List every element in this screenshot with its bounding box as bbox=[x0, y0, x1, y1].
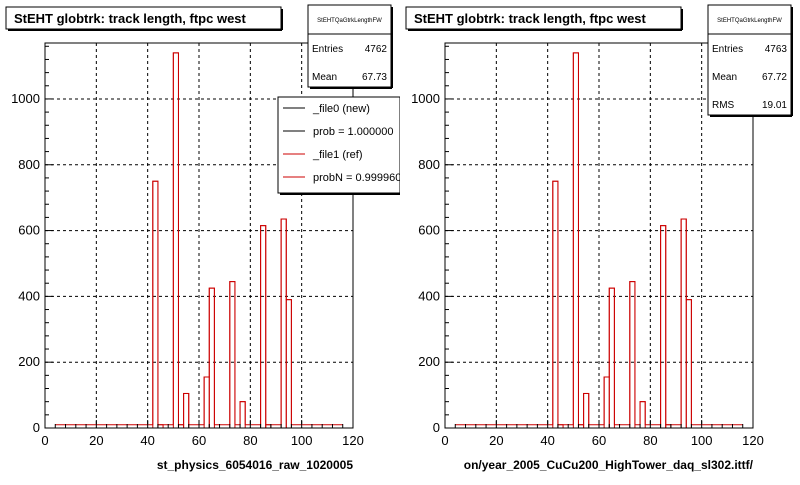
x-tick-label: 120 bbox=[342, 433, 364, 448]
legend-entry-label: _file0 (new) bbox=[312, 103, 370, 115]
stats-row-label: Entries bbox=[712, 44, 743, 55]
x-tick-label: 20 bbox=[489, 433, 503, 448]
y-tick-label: 800 bbox=[418, 157, 440, 172]
x-tick-label: 120 bbox=[742, 433, 764, 448]
stats-box: StEHTQaGtrkLengthFW Entries 4762 Mean 67.73 bbox=[307, 4, 393, 89]
legend-entry-label: probN = 0.999960 bbox=[313, 172, 400, 184]
legend-entry-label: prob = 1.000000 bbox=[313, 126, 393, 138]
stats-row-label: Mean bbox=[712, 72, 737, 83]
stats-row-value: 4763 bbox=[765, 44, 788, 55]
stats-box-name: StEHTQaGtrkLengthFW bbox=[317, 18, 382, 24]
x-tick-label: 20 bbox=[89, 433, 103, 448]
x-tick-label: 100 bbox=[691, 433, 713, 448]
x-tick-label: 0 bbox=[441, 433, 448, 448]
stats-row-value: 67.73 bbox=[362, 72, 387, 83]
stats-row-label: Entries bbox=[312, 44, 343, 55]
y-tick-label: 1000 bbox=[11, 91, 40, 106]
x-tick-label: 100 bbox=[291, 433, 313, 448]
title-box: StEHT globtrk: track length, ftpc west bbox=[5, 6, 283, 31]
right-histogram-chart: 0 20 40 60 80 100 120 0 200 400 600 800 1000 on/year_… bbox=[405, 4, 793, 472]
y-tick-label: 200 bbox=[418, 354, 440, 369]
x-tick-label: 0 bbox=[41, 433, 48, 448]
chart-title: StEHT globtrk: track length, ftpc west bbox=[414, 11, 647, 26]
x-tick-label: 80 bbox=[243, 433, 257, 448]
y-tick-label: 600 bbox=[18, 223, 40, 238]
y-tick-label: 200 bbox=[18, 354, 40, 369]
stats-row-value: 67.72 bbox=[762, 72, 787, 83]
y-tick-label: 400 bbox=[418, 288, 440, 303]
y-tick-label: 400 bbox=[18, 288, 40, 303]
x-axis-label: st_physics_6054016_raw_1020005 bbox=[157, 458, 353, 472]
legend-box: _file0 (new) prob = 1.000000 _file1 (ref) p… bbox=[277, 96, 401, 195]
y-tick-label: 0 bbox=[433, 420, 440, 435]
right-histogram-pad: 0 20 40 60 80 100 120 0 200 400 600 800 1000 on/year_… bbox=[400, 0, 800, 480]
x-axis-label: on/year_2005_CuCu200_HighTower_daq_sl302… bbox=[464, 458, 754, 472]
chart-title: StEHT globtrk: track length, ftpc west bbox=[14, 11, 247, 26]
y-tick-label: 600 bbox=[418, 223, 440, 238]
stats-row-value: 19.01 bbox=[762, 100, 787, 111]
x-tick-label: 40 bbox=[540, 433, 554, 448]
title-box: StEHT globtrk: track length, ftpc west bbox=[405, 6, 683, 31]
left-histogram-chart: 0 20 40 60 80 100 120 0 200 400 600 800 1000 st_physi… bbox=[5, 4, 401, 472]
x-tick-label: 60 bbox=[192, 433, 206, 448]
stats-box-name: StEHTQaGtrkLengthFW bbox=[717, 18, 782, 24]
y-tick-label: 1000 bbox=[411, 91, 440, 106]
left-histogram-pad: 0 20 40 60 80 100 120 0 200 400 600 800 1000 st_physi… bbox=[0, 0, 401, 480]
legend-entry-label: _file1 (ref) bbox=[312, 149, 363, 161]
stats-row-label: Mean bbox=[312, 72, 337, 83]
x-tick-label: 80 bbox=[643, 433, 657, 448]
stats-box: StEHTQaGtrkLengthFW Entries 4763 Mean 67.72 R… bbox=[707, 4, 793, 117]
x-tick-label: 40 bbox=[140, 433, 154, 448]
y-tick-label: 0 bbox=[33, 420, 40, 435]
x-tick-label: 60 bbox=[592, 433, 606, 448]
stats-row-label: RMS bbox=[712, 100, 735, 111]
y-tick-label: 800 bbox=[18, 157, 40, 172]
stats-row-value: 4762 bbox=[365, 44, 388, 55]
stats-box-frame bbox=[307, 4, 392, 88]
